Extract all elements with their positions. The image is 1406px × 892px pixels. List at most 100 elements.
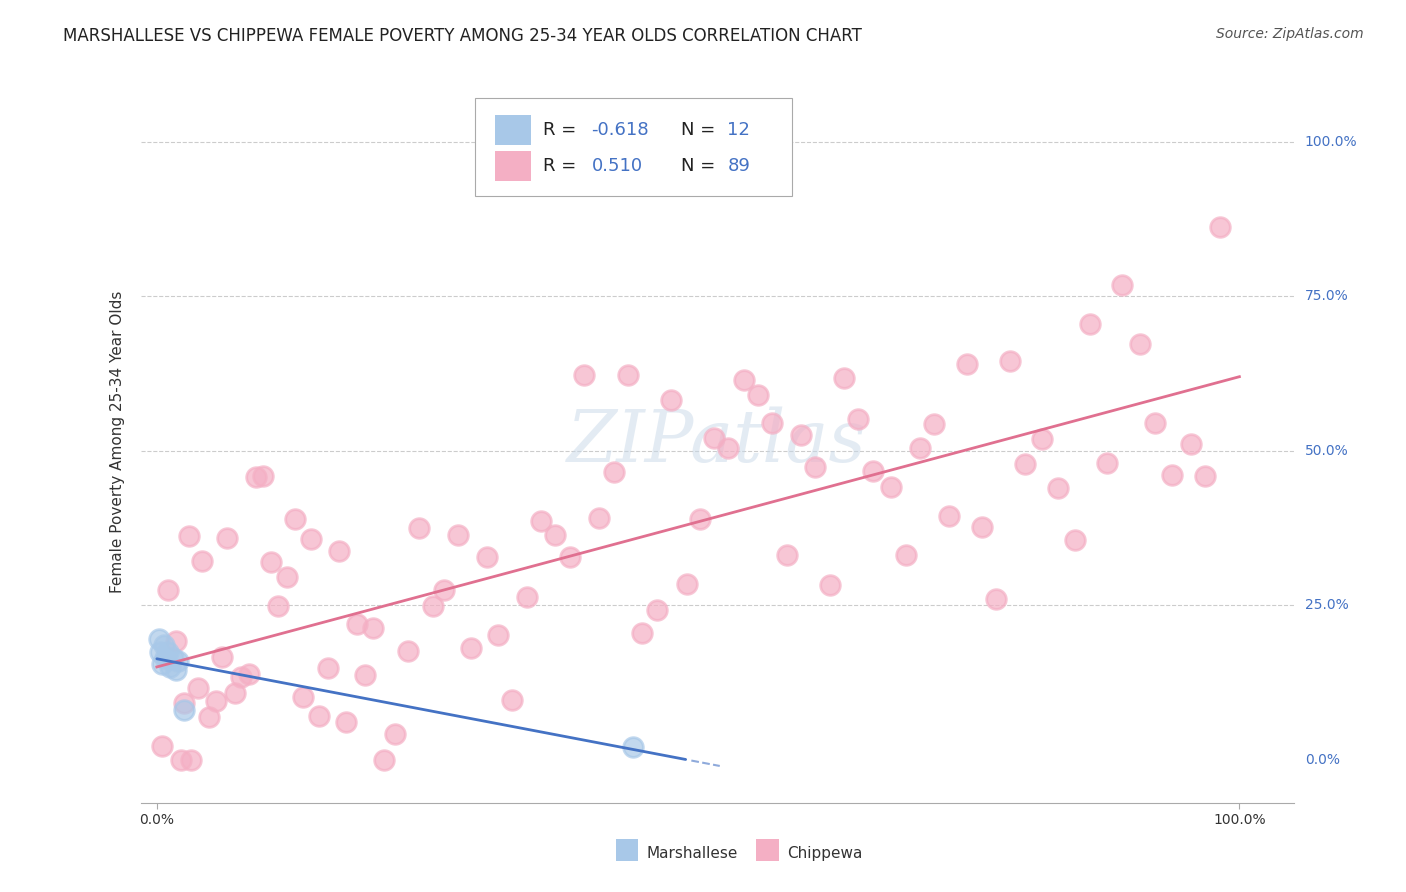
- Text: MARSHALLESE VS CHIPPEWA FEMALE POVERTY AMONG 25-34 YEAR OLDS CORRELATION CHART: MARSHALLESE VS CHIPPEWA FEMALE POVERTY A…: [63, 27, 862, 45]
- Point: [645, 603, 668, 617]
- Point: [475, 550, 498, 565]
- Point: [165, 663, 187, 677]
- Point: [363, 621, 385, 635]
- Point: [970, 520, 993, 534]
- Point: [862, 465, 884, 479]
- FancyBboxPatch shape: [475, 98, 792, 196]
- Point: [173, 703, 195, 717]
- Point: [155, 650, 177, 665]
- Point: [433, 582, 456, 597]
- Point: [544, 528, 567, 542]
- Point: [299, 532, 322, 546]
- Point: [790, 428, 813, 442]
- Text: 25.0%: 25.0%: [1305, 599, 1348, 612]
- Point: [187, 681, 209, 695]
- Point: [245, 469, 267, 483]
- Point: [156, 583, 179, 598]
- Point: [291, 690, 314, 705]
- Point: [179, 529, 201, 543]
- Point: [148, 632, 170, 647]
- Point: [689, 512, 711, 526]
- Point: [733, 373, 755, 387]
- Text: R =: R =: [543, 157, 582, 175]
- Point: [153, 638, 176, 652]
- Text: -0.618: -0.618: [592, 121, 650, 139]
- Point: [217, 531, 239, 545]
- Point: [955, 357, 977, 371]
- Text: 0.0%: 0.0%: [1305, 753, 1340, 766]
- Point: [908, 441, 931, 455]
- Point: [1180, 437, 1202, 451]
- Point: [894, 548, 917, 562]
- Point: [335, 714, 357, 729]
- Point: [818, 577, 841, 591]
- Point: [560, 549, 582, 564]
- Point: [156, 644, 179, 658]
- Point: [396, 644, 419, 658]
- Point: [621, 740, 644, 755]
- Point: [832, 370, 855, 384]
- Point: [1129, 336, 1152, 351]
- Point: [616, 368, 638, 382]
- Point: [460, 640, 482, 655]
- Point: [1209, 220, 1232, 235]
- Point: [501, 692, 523, 706]
- Text: 89: 89: [727, 157, 751, 175]
- Text: R =: R =: [543, 121, 582, 139]
- Point: [804, 460, 827, 475]
- Point: [238, 667, 260, 681]
- Point: [408, 521, 430, 535]
- Point: [676, 577, 699, 591]
- Point: [328, 544, 350, 558]
- Point: [703, 431, 725, 445]
- Point: [747, 388, 769, 402]
- Point: [659, 392, 682, 407]
- Point: [346, 616, 368, 631]
- Text: ZIPatlas: ZIPatlas: [567, 406, 868, 477]
- Text: 75.0%: 75.0%: [1305, 289, 1348, 303]
- Point: [530, 515, 553, 529]
- Text: 50.0%: 50.0%: [1305, 444, 1348, 458]
- Point: [922, 417, 945, 431]
- Point: [574, 368, 596, 382]
- Point: [1046, 481, 1069, 495]
- Point: [998, 354, 1021, 368]
- Point: [173, 696, 195, 710]
- Y-axis label: Female Poverty Among 25-34 Year Olds: Female Poverty Among 25-34 Year Olds: [110, 291, 125, 592]
- Point: [180, 753, 202, 767]
- Point: [169, 753, 191, 767]
- Point: [422, 599, 444, 613]
- Point: [162, 650, 184, 665]
- Point: [198, 710, 221, 724]
- Point: [1194, 468, 1216, 483]
- Point: [252, 469, 274, 483]
- Point: [167, 654, 190, 668]
- Point: [1014, 457, 1036, 471]
- Point: [761, 416, 783, 430]
- Point: [776, 549, 799, 563]
- Text: N =: N =: [682, 121, 721, 139]
- FancyBboxPatch shape: [495, 115, 531, 145]
- Point: [938, 509, 960, 524]
- Text: N =: N =: [682, 157, 721, 175]
- Point: [447, 528, 470, 542]
- Point: [308, 709, 330, 723]
- Text: Marshallese: Marshallese: [647, 847, 738, 861]
- Point: [984, 592, 1007, 607]
- Point: [880, 480, 903, 494]
- Text: Source: ZipAtlas.com: Source: ZipAtlas.com: [1216, 27, 1364, 41]
- Point: [384, 727, 406, 741]
- Point: [1111, 277, 1133, 292]
- Point: [630, 625, 652, 640]
- Point: [1143, 416, 1166, 430]
- Point: [231, 670, 253, 684]
- Point: [284, 512, 307, 526]
- Point: [159, 660, 181, 674]
- Point: [191, 554, 214, 568]
- Point: [846, 412, 869, 426]
- Point: [267, 599, 290, 613]
- Point: [1161, 468, 1184, 483]
- FancyBboxPatch shape: [495, 151, 531, 181]
- Point: [211, 649, 233, 664]
- Point: [1031, 432, 1053, 446]
